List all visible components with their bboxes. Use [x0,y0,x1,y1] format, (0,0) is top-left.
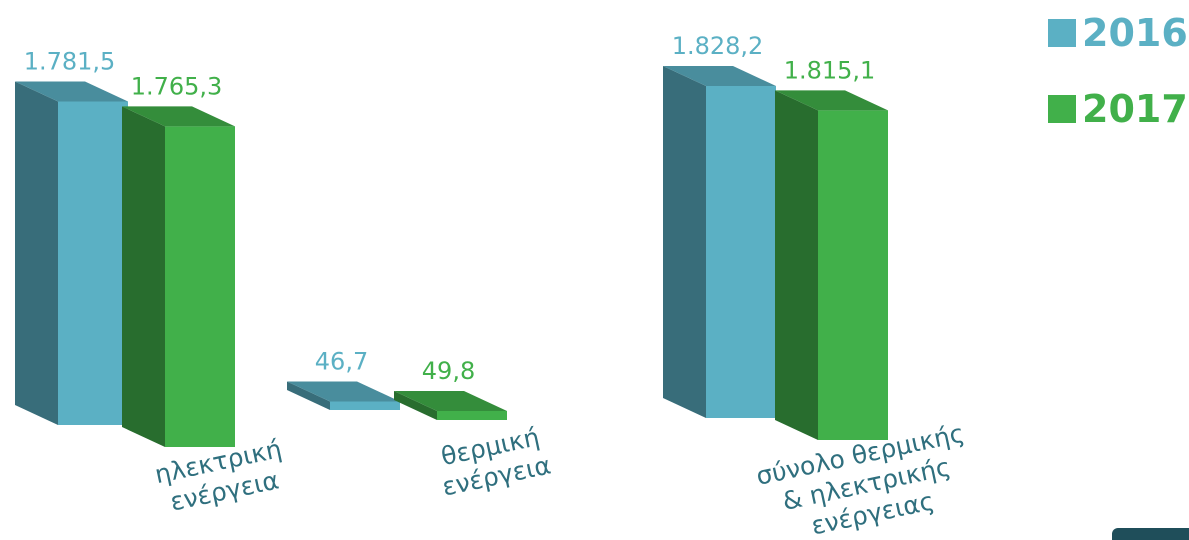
bar-top-2016-2 [663,66,776,86]
legend-item-2017: 2017 [1048,90,1188,128]
bar-side-2017-1 [394,390,437,420]
bar-2017-2 [818,110,888,440]
legend-label-2017: 2017 [1082,87,1188,131]
bar-2016-0 [58,101,128,426]
data-label-2017-1: 49,8 [422,357,475,385]
bar-top-2017-1 [394,390,507,411]
bar-side-2016-0 [15,81,58,426]
bar-top-2017-2 [775,90,888,111]
bar-2016-1 [330,401,400,410]
legend-swatch-2017 [1048,95,1076,123]
legend-item-2016: 2016 [1048,14,1188,52]
data-label-2017-0: 1.765,3 [131,72,223,100]
bar-top-2016-0 [15,81,128,102]
legend-label-2016: 2016 [1082,11,1188,55]
bar-2017-1 [437,410,507,420]
bar-side-2017-0 [122,106,165,447]
bar-2017-0 [165,126,235,447]
data-label-2016-2: 1.828,2 [672,32,764,60]
data-label-2016-1: 46,7 [315,348,368,376]
corner-decoration [1112,528,1189,540]
bar-top-2017-0 [122,106,235,127]
category-label-1: θερμικήενέργεια [433,421,553,502]
bar-side-2016-2 [663,66,706,418]
bar-side-2016-1 [287,381,330,410]
bar-2016-2 [706,86,776,418]
data-label-2016-0: 1.781,5 [24,47,116,75]
legend-swatch-2016 [1048,19,1076,47]
bar-side-2017-2 [775,90,818,440]
data-label-2017-2: 1.815,1 [784,56,876,84]
bar-top-2016-1 [287,381,400,402]
